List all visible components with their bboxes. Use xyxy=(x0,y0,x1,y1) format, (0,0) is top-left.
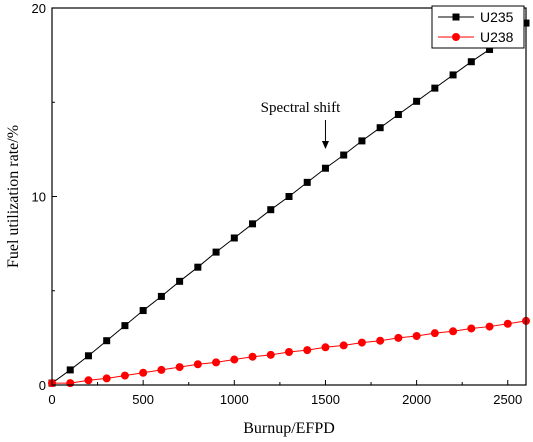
data-point xyxy=(103,337,111,345)
data-point xyxy=(193,360,202,369)
data-point xyxy=(230,355,239,364)
data-point xyxy=(157,365,166,374)
data-point xyxy=(249,220,257,228)
series-layer xyxy=(48,19,530,388)
x-tick-label: 500 xyxy=(132,392,154,407)
legend-item-u238: U238 xyxy=(438,29,514,45)
data-point xyxy=(357,338,366,347)
legend-item-u235: U235 xyxy=(438,9,514,25)
data-point xyxy=(449,71,457,79)
data-point xyxy=(285,348,293,357)
y-tick-label: 0 xyxy=(39,378,46,393)
data-point xyxy=(339,341,348,350)
data-point xyxy=(248,352,257,361)
data-point xyxy=(121,322,129,330)
data-point xyxy=(176,277,184,285)
data-point xyxy=(120,371,129,380)
legend-label: U238 xyxy=(480,29,514,45)
data-point xyxy=(175,363,184,372)
x-tick-label: 1000 xyxy=(220,392,249,407)
data-point xyxy=(285,193,293,200)
data-point xyxy=(303,178,311,186)
data-point xyxy=(267,206,275,214)
data-point xyxy=(394,111,402,119)
spectral-shift-annotation: Spectral shift xyxy=(261,100,341,149)
legend-label: U235 xyxy=(480,9,514,25)
data-point xyxy=(66,379,75,388)
legend-marker xyxy=(452,13,460,21)
data-point xyxy=(431,84,439,92)
data-point xyxy=(303,346,312,355)
x-tick-label: 0 xyxy=(48,392,55,407)
data-point xyxy=(84,376,93,385)
data-point xyxy=(139,368,148,377)
axes: 0 500 1000 1500 2000 2500 0 10 20 xyxy=(32,1,523,407)
legend-marker xyxy=(452,33,460,41)
series-u238 xyxy=(48,316,530,388)
data-point xyxy=(266,350,275,359)
data-point xyxy=(340,151,348,159)
x-tick-label: 2000 xyxy=(402,392,431,407)
data-point xyxy=(449,327,458,336)
data-point xyxy=(467,58,475,66)
legend-box xyxy=(431,5,525,49)
data-point xyxy=(413,97,421,105)
data-point xyxy=(230,234,238,242)
data-point xyxy=(376,336,385,345)
x-tick-label: 1500 xyxy=(311,392,340,407)
data-point xyxy=(394,333,403,342)
data-point xyxy=(212,248,220,256)
x-axis-title: Burnup/EFPD xyxy=(243,420,335,437)
data-point xyxy=(321,164,329,172)
data-point xyxy=(157,292,165,300)
data-point xyxy=(194,263,202,271)
data-point xyxy=(102,374,111,383)
legend: U235 U238 xyxy=(431,5,525,49)
data-point xyxy=(321,343,330,352)
data-point xyxy=(485,322,494,331)
data-point xyxy=(358,137,366,145)
y-tick-label: 20 xyxy=(32,1,46,16)
annotation-arrow-head xyxy=(321,141,329,149)
data-point xyxy=(430,329,439,338)
annotation-text: Spectral shift xyxy=(261,100,341,116)
data-point xyxy=(467,324,476,333)
data-point xyxy=(66,366,74,374)
y-axis-title: Fuel utilization rate/% xyxy=(5,125,22,268)
data-point xyxy=(503,319,512,328)
data-point xyxy=(486,45,494,53)
x-tick-label: 2500 xyxy=(493,392,522,407)
data-point xyxy=(212,358,221,367)
data-point xyxy=(139,307,147,315)
data-point xyxy=(84,352,92,360)
series-u235 xyxy=(48,19,530,387)
data-point xyxy=(376,124,384,132)
data-point xyxy=(412,331,421,340)
y-tick-label: 10 xyxy=(32,190,46,205)
